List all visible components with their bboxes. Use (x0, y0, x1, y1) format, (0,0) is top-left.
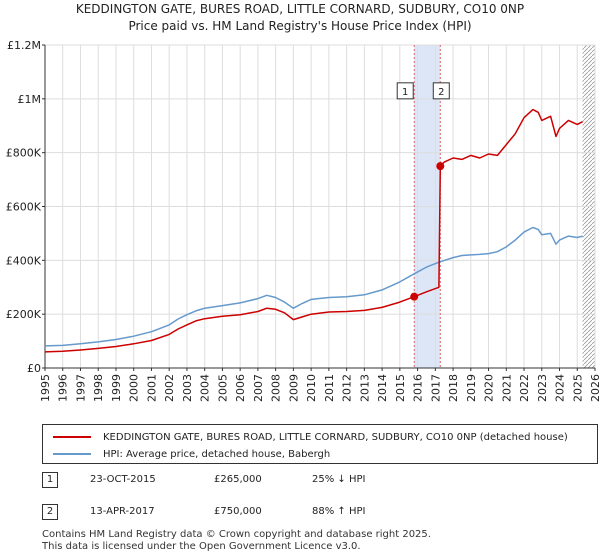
price-chart: 1995 1996 1997 1998 1999 2000 2001 2002 2003 2004… (6, 39, 600, 402)
x-tick-label: 1995 (39, 374, 52, 402)
x-tick-label: 2012 (341, 374, 354, 402)
footer-licence: This data is licensed under the Open Gov… (42, 541, 361, 552)
sale-date: 23-OCT-2015 (90, 474, 156, 485)
y-tick-label: £1M (18, 93, 42, 106)
y-tick-label: £0 (27, 362, 41, 375)
footer: Contains HM Land Registry data © Crown c… (42, 529, 431, 553)
x-tick-label: 2000 (128, 374, 141, 402)
x-tick-label: 2010 (305, 374, 318, 402)
sale-price: £750,000 (214, 506, 262, 517)
y-tick-label: £800K (6, 147, 42, 160)
sale-row-2: 2 13-APR-2017 £750,000 88% ↑ HPI (42, 504, 598, 524)
x-tick-label: 2004 (199, 374, 212, 402)
y-tick-label: £200K (6, 308, 42, 321)
x-tick-label: 2013 (358, 374, 371, 402)
x-tick-label: 2003 (181, 374, 194, 402)
sale-label-box (396, 82, 414, 100)
sale-label-box (432, 82, 450, 100)
sale-price: £265,000 (214, 474, 262, 485)
sale-point (436, 162, 445, 171)
y-tick-label: £1.2M (7, 39, 41, 52)
sale-label-text: 1 (402, 87, 408, 98)
x-tick-label: 2002 (163, 374, 176, 402)
chart-subtitle: Price paid vs. HM Land Registry's House … (128, 19, 472, 33)
x-tick-label: 2024 (554, 374, 567, 402)
sale-hpi-diff: 88% ↑ HPI (312, 506, 366, 517)
legend-label-hpi: HPI: Average price, detached house, Babe… (103, 448, 331, 460)
legend-swatch-hpi (53, 453, 91, 455)
sale-label-text: 2 (438, 87, 444, 98)
x-tick-label: 2009 (287, 374, 300, 402)
legend-swatch-property (53, 436, 91, 438)
x-tick-label: 2015 (394, 374, 407, 402)
sale-hpi-diff: 25% ↓ HPI (312, 474, 366, 485)
x-tick-label: 1997 (74, 374, 87, 402)
x-tick-label: 2016 (412, 374, 425, 402)
sale-number-badge: 1 (42, 472, 58, 488)
x-tick-label: 2025 (571, 374, 584, 402)
y-tick-label: £600K (6, 201, 42, 214)
legend-item-hpi: HPI: Average price, detached house, Babe… (53, 446, 330, 462)
sale-number-badge: 2 (42, 504, 58, 520)
x-tick-label: 2019 (465, 374, 478, 402)
x-tick-label: 2008 (270, 374, 283, 402)
x-tick-label: 2001 (145, 374, 158, 402)
x-tick-label: 2023 (536, 374, 549, 402)
footer-copyright: Contains HM Land Registry data © Crown c… (42, 529, 431, 540)
y-tick-label: £400K (6, 254, 42, 267)
x-tick-label: 2020 (483, 374, 496, 402)
sale-row-1: 1 23-OCT-2015 £265,000 25% ↓ HPI (42, 472, 598, 492)
legend-item-property: KEDDINGTON GATE, BURES ROAD, LITTLE CORN… (53, 429, 568, 445)
x-tick-label: 1999 (110, 374, 123, 402)
series-line-hpi (44, 226, 583, 347)
x-tick-label: 2017 (429, 374, 442, 402)
x-tick-label: 2006 (234, 374, 247, 402)
x-tick-label: 2022 (518, 374, 531, 402)
legend: KEDDINGTON GATE, BURES ROAD, LITTLE CORN… (42, 424, 598, 464)
series-line-property (44, 108, 583, 353)
x-tick-label: 2018 (447, 374, 460, 402)
x-tick-label: 1998 (92, 374, 105, 402)
x-tick-label: 2021 (500, 374, 513, 402)
x-tick-label: 2005 (216, 374, 229, 402)
x-tick-label: 1996 (57, 374, 70, 402)
x-tick-label: 2007 (252, 374, 265, 402)
sale-date: 13-APR-2017 (90, 506, 155, 517)
sale-point (410, 292, 419, 301)
legend-label-property: KEDDINGTON GATE, BURES ROAD, LITTLE CORN… (103, 431, 568, 443)
chart-title: KEDDINGTON GATE, BURES ROAD, LITTLE CORN… (75, 2, 525, 16)
x-tick-label: 2014 (376, 374, 389, 402)
x-tick-label: 2026 (589, 374, 600, 402)
x-tick-label: 2011 (323, 374, 336, 402)
